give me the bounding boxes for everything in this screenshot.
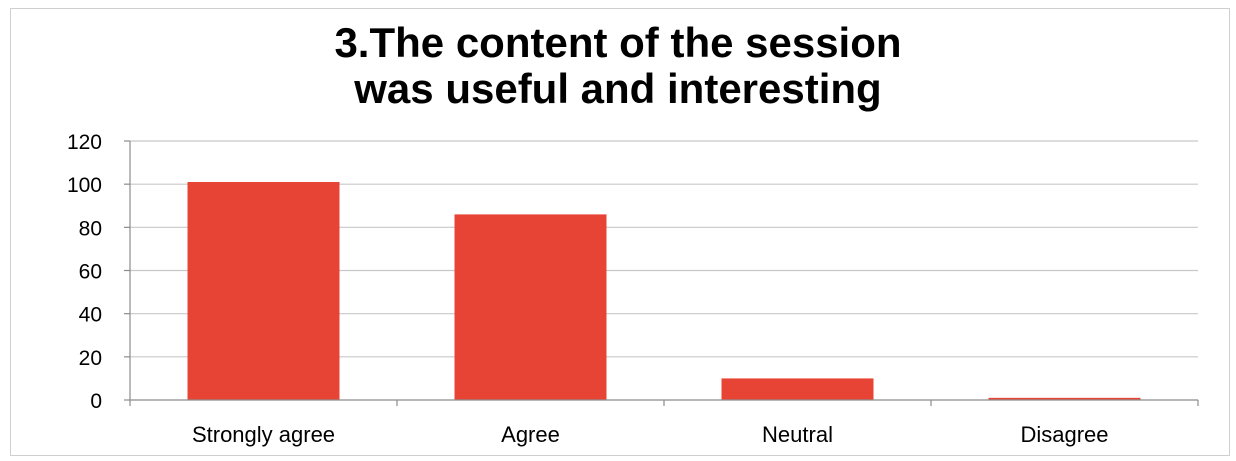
x-tick-label: Disagree: [1020, 422, 1108, 447]
y-tick-label: 120: [67, 131, 102, 154]
x-axis-tick-labels: Strongly agree Agree Neutral Disagree: [192, 422, 1109, 447]
chart-title-line-2: was useful and interesting: [354, 65, 882, 112]
bars: [187, 182, 1141, 400]
y-tick-label: 40: [79, 304, 102, 327]
y-axis-tick-labels: 0 20 40 60 80 100 120: [67, 131, 102, 413]
y-tick-label: 80: [79, 217, 102, 240]
y-tick-label: 0: [90, 390, 102, 413]
y-tick-label: 100: [67, 174, 102, 197]
chart-title: 3.The content of the session was useful …: [0, 20, 1236, 112]
bar: [988, 397, 1141, 400]
x-tick-label: Neutral: [762, 422, 833, 447]
axes: [124, 140, 1199, 406]
y-tick-label: 60: [79, 261, 102, 284]
bar: [721, 378, 874, 400]
chart-title-line-1: 3.The content of the session: [334, 19, 902, 66]
x-tick-label: Strongly agree: [192, 422, 335, 447]
y-tick-label: 20: [79, 347, 102, 370]
bar: [187, 182, 340, 400]
bar: [454, 214, 607, 400]
x-tick-label: Agree: [501, 422, 560, 447]
